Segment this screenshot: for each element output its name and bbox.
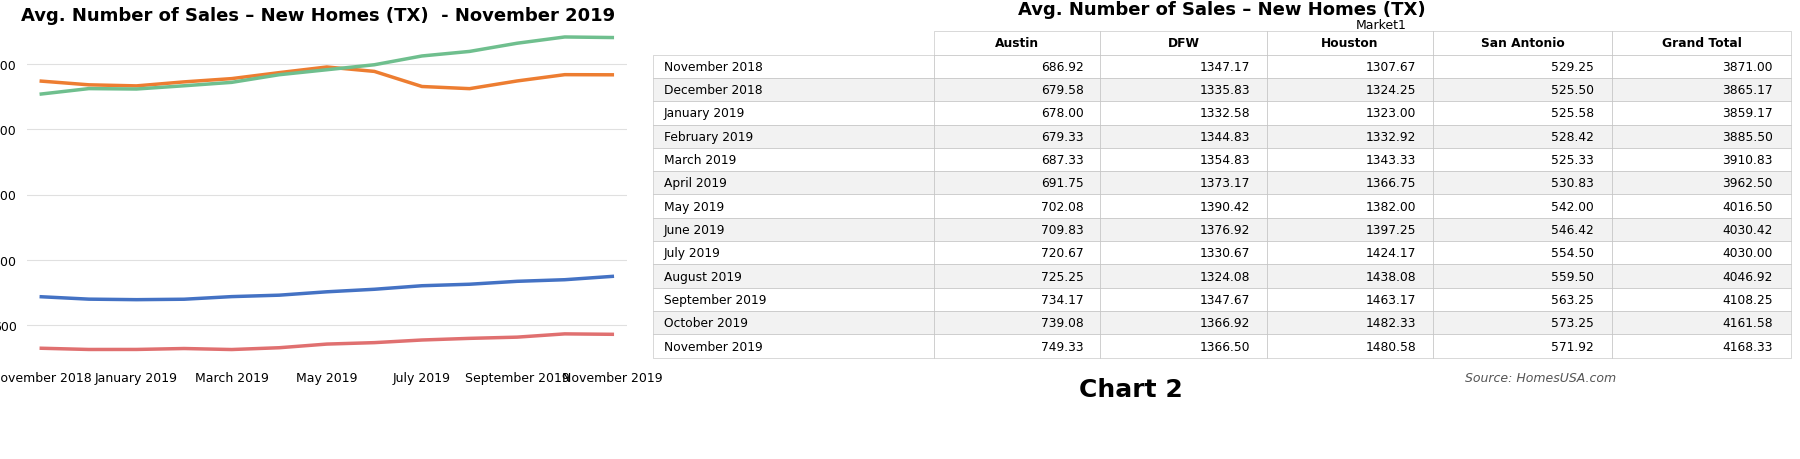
Text: Market1: Market1 — [1355, 19, 1406, 32]
Text: Avg. Number of Sales – New Homes (TX): Avg. Number of Sales – New Homes (TX) — [1019, 1, 1426, 19]
Text: Source: HomesUSA.com: Source: HomesUSA.com — [1465, 371, 1616, 384]
Text: Avg. Number of Sales – New Homes (TX)  - November 2019: Avg. Number of Sales – New Homes (TX) - … — [22, 7, 616, 25]
Text: Chart 2: Chart 2 — [1078, 378, 1183, 402]
